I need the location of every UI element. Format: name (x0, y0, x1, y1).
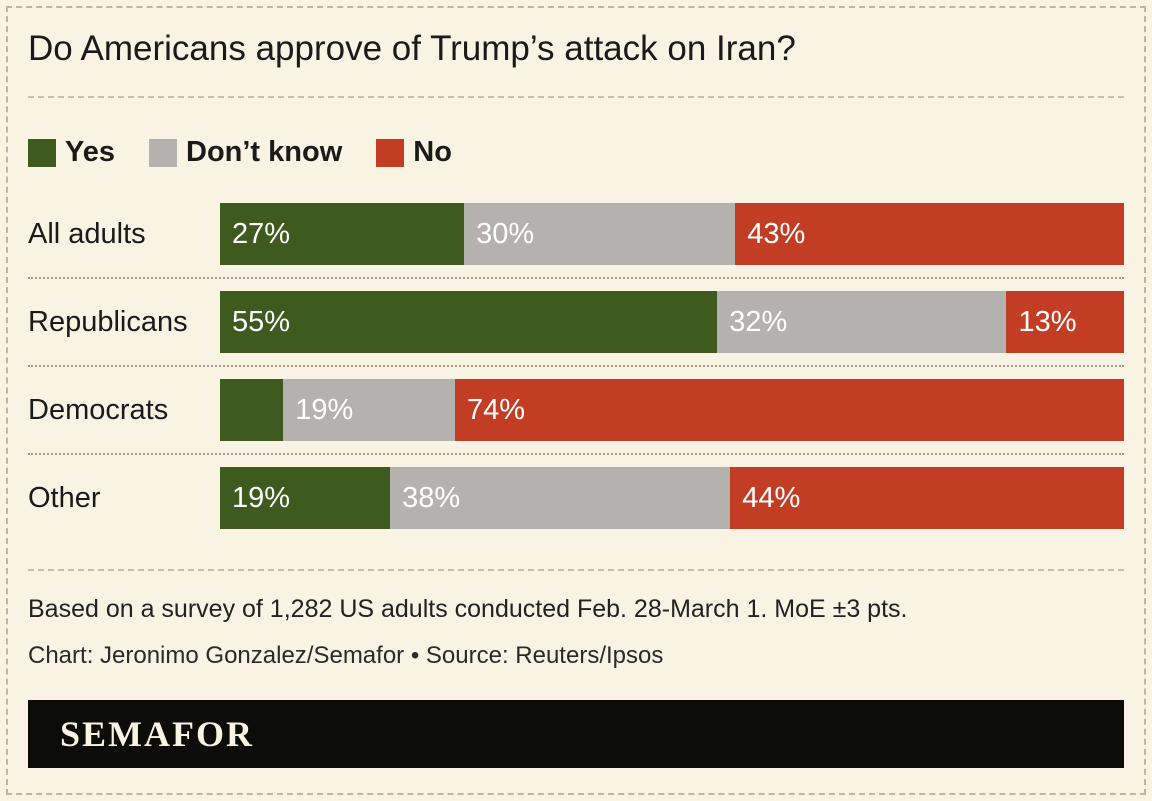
bar-segment-yes: 19% (220, 467, 391, 529)
segment-value-label: 55% (232, 305, 291, 338)
segment-value-label: 27% (232, 217, 291, 250)
segment-value-label: 19% (232, 481, 291, 514)
semafor-wordmark: SEMAFOR (60, 714, 254, 754)
bar-row-all-adults: All adults 27% 30% 43% (28, 191, 1124, 277)
bar-segment-dont-know: 32% (717, 291, 1007, 353)
bar-segment-no: 13% (1006, 291, 1124, 353)
methodology-note: Based on a survey of 1,282 US adults con… (28, 595, 908, 623)
bar-row-other: Other 19% 38% 44% (28, 453, 1125, 541)
bar-segment-dont-know: 38% (390, 467, 731, 529)
bar-segment-dont-know: 30% (464, 203, 736, 265)
legend-label-no: No (413, 136, 452, 168)
row-label: All adults (28, 217, 146, 250)
bar-row-democrats: Democrats 19% 74% (28, 365, 1124, 453)
bar-segment-no: 44% (730, 467, 1125, 529)
legend-item-no: No (376, 136, 452, 169)
segment-value-label: 19% (295, 393, 354, 426)
stacked-bar: 55% 32% 13% (220, 291, 1124, 353)
segment-value-label: 43% (747, 217, 806, 250)
segment-value-label: 38% (402, 481, 461, 514)
segment-value-label: 30% (476, 217, 535, 250)
bar-segment-dont-know: 19% (283, 379, 456, 441)
legend-label-dont-know: Don’t know (186, 136, 343, 168)
bar-row-republicans: Republicans 55% 32% 13% (28, 277, 1124, 365)
bar-rows: All adults 27% 30% 43% Republicans 55% (28, 191, 1125, 541)
row-label: Democrats (28, 393, 169, 426)
legend-swatch-no (376, 138, 405, 167)
footnote-divider (28, 569, 1124, 571)
row-label: Other (28, 481, 101, 514)
bar-segment-yes: 55% (220, 291, 718, 353)
legend-swatch-dont-know (149, 138, 177, 167)
legend-swatch-yes (28, 138, 56, 167)
chart-credit: Chart: Jeronimo Gonzalez/Semafor • Sourc… (28, 642, 664, 669)
bar-segment-no: 43% (735, 203, 1124, 265)
bar-segment-no: 74% (455, 379, 1124, 441)
legend: Yes Don’t know No (28, 136, 1124, 169)
segment-value-label: 74% (467, 393, 526, 426)
stacked-bar: 27% 30% 43% (220, 203, 1124, 265)
segment-value-label: 32% (729, 305, 788, 338)
stacked-bar: 19% 38% 44% (220, 467, 1125, 529)
chart-title: Do Americans approve of Trump’s attack o… (28, 20, 1124, 98)
stacked-bar: 19% 74% (220, 379, 1124, 441)
legend-item-dont-know: Don’t know (149, 136, 342, 169)
segment-value-label: 44% (742, 481, 801, 514)
semafor-logo-bar: SEMAFOR (28, 700, 1124, 768)
bar-segment-yes: 27% (220, 203, 465, 265)
legend-item-yes: Yes (28, 136, 115, 169)
bar-segment-yes (220, 379, 284, 441)
segment-value-label: 13% (1018, 305, 1077, 338)
legend-label-yes: Yes (65, 136, 115, 168)
row-label: Republicans (28, 305, 188, 338)
